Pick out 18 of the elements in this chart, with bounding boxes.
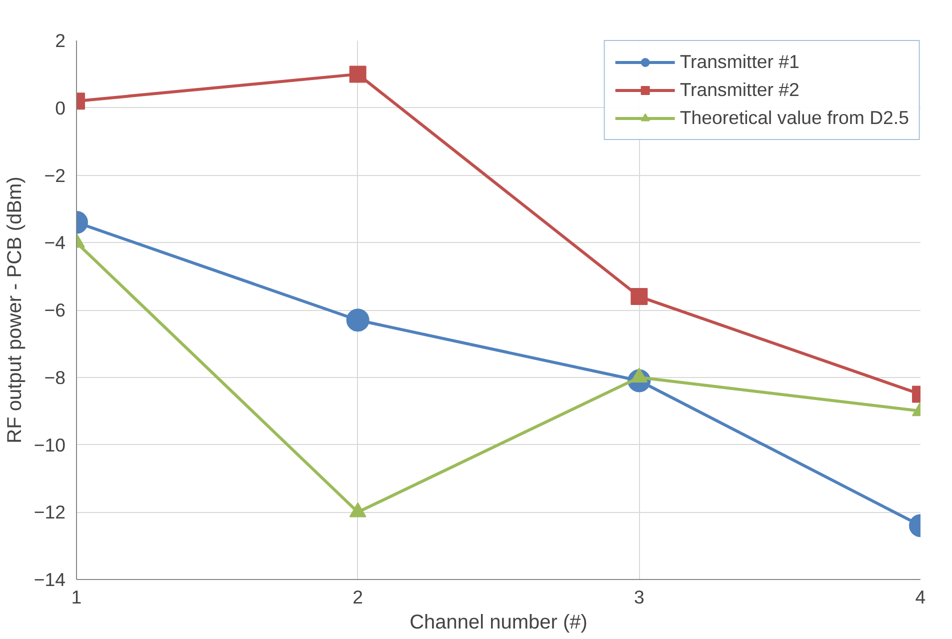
- y-tick-label: −4: [44, 232, 66, 254]
- x-tick-label: 3: [634, 586, 644, 608]
- legend-label: Transmitter #1: [680, 51, 800, 73]
- legend-label: Theoretical value from D2.5: [680, 107, 909, 129]
- y-tick-label: 0: [55, 97, 66, 118]
- x-tick-label: 2: [352, 586, 364, 608]
- y-tick-label: −6: [44, 300, 66, 320]
- y-axis-title: RF output power - PCB (dBm): [4, 176, 26, 444]
- y-tick-label: −8: [44, 366, 66, 388]
- y-tick-label: −10: [34, 434, 66, 456]
- x-axis-title: Channel number (#): [410, 612, 588, 634]
- x-tick-label: 4: [915, 586, 926, 608]
- legend-label: Transmitter #2: [680, 79, 800, 101]
- y-tick-label: −2: [44, 164, 66, 186]
- y-tick-label: −14: [34, 569, 66, 590]
- y-tick-label: 2: [55, 30, 66, 51]
- x-tick-label: 1: [71, 586, 82, 608]
- y-tick-label: −12: [34, 502, 66, 523]
